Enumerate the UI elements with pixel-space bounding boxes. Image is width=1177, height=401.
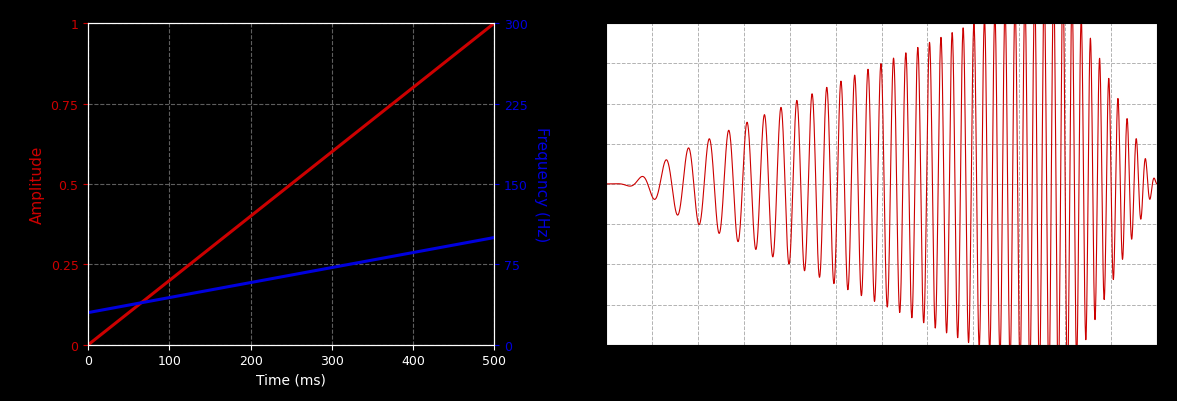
X-axis label: Time (ms): Time (ms) <box>257 373 326 387</box>
Y-axis label: Acceleration (g): Acceleration (g) <box>552 130 566 239</box>
X-axis label: Time (ms): Time (ms) <box>846 373 917 387</box>
Y-axis label: Frequency (Hz): Frequency (Hz) <box>534 127 548 242</box>
Y-axis label: Amplitude: Amplitude <box>29 146 45 223</box>
